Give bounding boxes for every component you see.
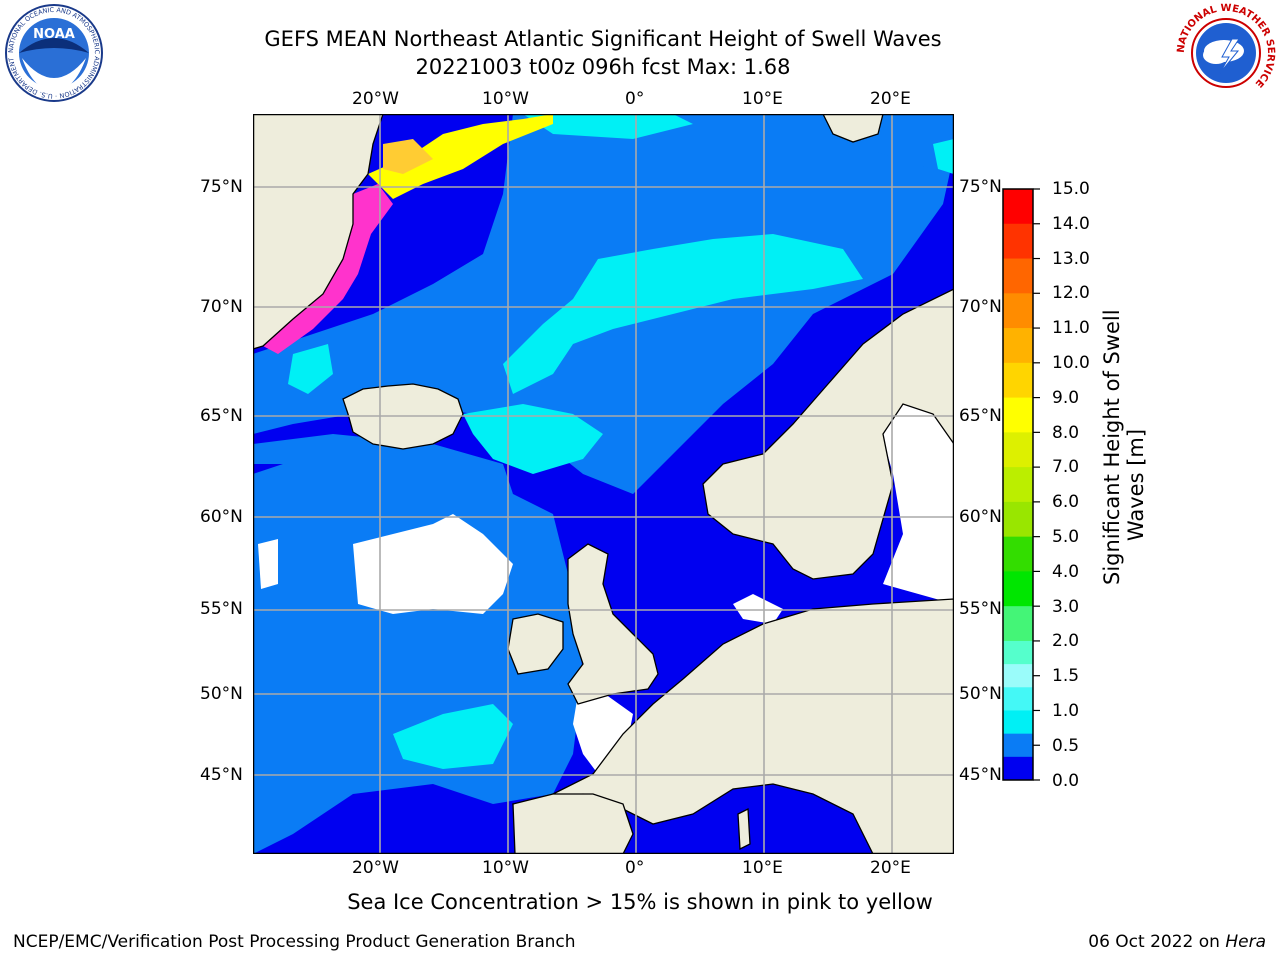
colorbar-label: Significant Height of Swell Waves [m] [1100, 309, 1148, 585]
footer-date: 06 Oct 2022 on Hera [1088, 932, 1266, 952]
svalbard [822, 114, 884, 143]
colorbar-segment [1003, 362, 1033, 399]
lon-label-top: 20°W [352, 89, 399, 109]
colorbar-segment [1003, 640, 1033, 665]
colorbar-segment [1003, 606, 1033, 642]
lon-label-top: 20°E [870, 89, 911, 109]
colorbar-segment [1003, 328, 1033, 364]
lon-label-bottom: 20°W [352, 858, 399, 878]
lat-label-right: 55°N [959, 599, 1002, 619]
colorbar-segment [1003, 258, 1033, 294]
lat-label-left: 50°N [200, 684, 243, 704]
chart-title: GEFS MEAN Northeast Atlantic Significant… [264, 27, 942, 51]
colorbar-tick: 0.0 [1052, 771, 1080, 791]
lat-label-left: 60°N [200, 507, 243, 527]
lat-label-left: 55°N [200, 599, 243, 619]
chart-subtitle: 20221003 t00z 096h fcst Max: 1.68 [415, 55, 791, 79]
colorbar-segment [1003, 710, 1033, 735]
lon-label-bottom: 10°E [742, 858, 783, 878]
colorbar-segment [1003, 733, 1033, 758]
colorbar-segment [1003, 501, 1033, 538]
noaa-logo-wordmark: NOAA [33, 27, 75, 42]
lon-label-top: 10°W [482, 89, 529, 109]
colorbar-tick: 10.0 [1052, 353, 1090, 373]
colorbar-segment [1003, 571, 1033, 607]
footer-credit: NCEP/EMC/Verification Post Processing Pr… [13, 932, 576, 952]
colorbar-segment [1003, 293, 1033, 329]
swell-field-high [288, 114, 954, 769]
colorbar-tick: 1.5 [1052, 666, 1080, 686]
colorbar-tick: 9.0 [1052, 388, 1080, 408]
lon-label-bottom: 0° [625, 858, 645, 878]
swell-height-map [253, 114, 954, 854]
greenland [253, 114, 384, 350]
ireland [507, 613, 564, 675]
sea-ice-note: Sea Ice Concentration > 15% is shown in … [347, 890, 933, 914]
lat-label-right: 45°N [959, 765, 1002, 785]
colorbar-segment [1003, 756, 1033, 781]
lat-label-left: 75°N [200, 177, 243, 197]
lat-label-right: 75°N [959, 177, 1002, 197]
colorbar-tick: 13.0 [1052, 249, 1090, 269]
lat-label-right: 60°N [959, 507, 1002, 527]
colorbar-tick: 3.0 [1052, 597, 1080, 617]
sea-ice [263, 114, 553, 354]
lat-label-left: 70°N [200, 297, 243, 317]
lon-label-top: 0° [625, 89, 645, 109]
colorbar-segment [1003, 397, 1033, 433]
colorbar-segment [1003, 687, 1033, 711]
lat-label-right: 70°N [959, 297, 1002, 317]
colorbar-segment [1003, 664, 1033, 688]
colorbar-tick: 7.0 [1052, 457, 1080, 477]
colorbar-segment [1003, 223, 1033, 260]
lat-label-right: 50°N [959, 684, 1002, 704]
colorbar-tick: 4.0 [1052, 562, 1080, 582]
colorbar-tick: 0.5 [1052, 736, 1080, 756]
graticule [253, 114, 954, 854]
colorbar-tick: 2.0 [1052, 631, 1080, 651]
colorbar [1002, 188, 1040, 781]
colorbar-tick: 5.0 [1052, 527, 1080, 547]
colorbar-tick: 14.0 [1052, 214, 1090, 234]
colorbar-tick-labels: 15.0 14.0 13.0 12.0 11.0 10.0 9.0 8.0 7.… [1052, 179, 1112, 791]
colorbar-tick: 12.0 [1052, 283, 1090, 303]
lon-label-top: 10°E [742, 89, 783, 109]
colorbar-tick: 1.0 [1052, 701, 1080, 721]
lat-label-right: 65°N [959, 406, 1002, 426]
corsica-sardinia [737, 807, 751, 851]
colorbar-tick: 11.0 [1052, 318, 1090, 338]
colorbar-segment [1003, 536, 1033, 572]
lon-label-bottom: 20°E [870, 858, 911, 878]
iberia [512, 793, 634, 854]
swell-field-blank [258, 394, 954, 774]
colorbar-tick: 6.0 [1052, 492, 1080, 512]
colorbar-segment [1003, 432, 1033, 468]
lat-label-left: 45°N [200, 765, 243, 785]
colorbar-tick: 15.0 [1052, 179, 1090, 199]
lat-label-left: 65°N [200, 406, 243, 426]
noaa-logo: NOAA NATIONAL OCEANIC AND ATMOSPHERIC AD… [4, 3, 103, 102]
lon-label-bottom: 10°W [482, 858, 529, 878]
nws-logo: NATIONAL WEATHER SERVICE [1176, 3, 1276, 101]
colorbar-tick: 8.0 [1052, 423, 1080, 443]
colorbar-segment [1003, 467, 1033, 503]
map-frame [253, 114, 954, 854]
colorbar-segment [1003, 189, 1033, 225]
